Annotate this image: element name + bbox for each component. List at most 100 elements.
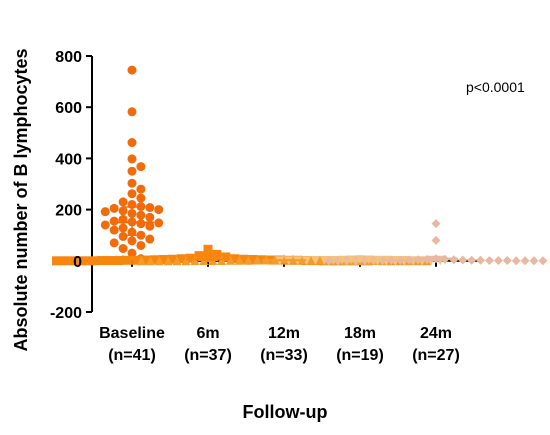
data-point xyxy=(114,256,124,266)
data-point xyxy=(118,223,128,233)
data-point xyxy=(538,256,548,266)
data-point xyxy=(136,184,146,194)
y-tick-label: 0 xyxy=(73,254,82,271)
data-point xyxy=(163,256,173,266)
data-point xyxy=(127,236,137,246)
data-point xyxy=(105,256,115,266)
data-point xyxy=(217,256,227,266)
data-point xyxy=(78,256,88,266)
y-tick-label: 600 xyxy=(55,100,82,117)
data-point xyxy=(145,234,155,244)
data-point xyxy=(136,240,146,250)
data-point xyxy=(386,255,396,265)
data-point xyxy=(422,255,432,265)
data-point xyxy=(96,256,106,266)
data-point xyxy=(306,255,316,265)
data-point xyxy=(221,252,231,262)
data-point xyxy=(324,256,334,266)
data-point xyxy=(154,256,164,266)
data-point xyxy=(167,254,177,264)
data-point xyxy=(109,225,119,235)
data-point xyxy=(256,255,266,265)
data-point xyxy=(212,249,222,259)
data-point xyxy=(154,205,164,215)
data-point xyxy=(181,256,191,266)
data-point xyxy=(226,255,236,265)
data-point xyxy=(476,255,486,265)
data-point xyxy=(127,178,137,188)
y-tick-label: 200 xyxy=(55,203,82,220)
data-point xyxy=(203,253,213,263)
data-point xyxy=(511,256,521,266)
data-point xyxy=(502,256,512,266)
data-point xyxy=(141,255,151,265)
data-point xyxy=(136,219,146,229)
data-point xyxy=(109,216,119,226)
data-point xyxy=(136,162,146,172)
y-tick-label: 800 xyxy=(55,49,82,66)
data-point xyxy=(109,238,119,248)
data-point xyxy=(176,254,186,264)
data-point xyxy=(136,210,146,220)
data-point xyxy=(158,255,168,265)
data-point xyxy=(127,138,137,148)
data-point xyxy=(172,256,182,266)
data-point xyxy=(136,193,146,203)
x-tick-label-n: (n=33) xyxy=(260,347,308,364)
data-point xyxy=(288,254,298,264)
data-point xyxy=(239,254,249,264)
data-point xyxy=(145,256,155,266)
data-point xyxy=(100,220,110,230)
data-point xyxy=(431,235,441,245)
x-axis-title: Follow-up xyxy=(243,402,328,422)
y-axis-title: Absolute number of B lymphocytes xyxy=(11,48,31,351)
tick-labels: -200 0 200 400 600 800 Baseline (n=41) 6m (n=37) 1… xyxy=(50,49,460,364)
data-point xyxy=(234,255,244,265)
mean-sem-bars xyxy=(110,206,458,262)
data-point xyxy=(203,244,213,254)
data-point xyxy=(493,256,503,266)
data-point xyxy=(132,255,142,265)
data-point xyxy=(230,254,240,264)
data-point xyxy=(87,256,97,266)
data-point xyxy=(118,244,128,254)
data-point xyxy=(127,65,137,75)
data-point xyxy=(118,197,128,207)
data-point xyxy=(127,154,137,164)
y-tick-label: 400 xyxy=(55,151,82,168)
data-point xyxy=(100,207,110,217)
data-point xyxy=(127,189,137,199)
data-point xyxy=(467,255,477,265)
data-point xyxy=(69,256,79,266)
data-point xyxy=(190,256,200,266)
data-point xyxy=(127,166,137,176)
data-point xyxy=(333,256,343,266)
data-point xyxy=(136,256,146,266)
data-point xyxy=(248,255,258,265)
data-point xyxy=(127,107,137,117)
y-tick-label: -200 xyxy=(50,305,82,322)
x-tick-label-n: (n=27) xyxy=(412,347,460,364)
data-point xyxy=(145,203,155,213)
data-point xyxy=(315,255,325,265)
data-point xyxy=(118,206,128,216)
x-tick-label: 18m xyxy=(344,325,376,342)
data-point xyxy=(404,255,414,265)
data-point xyxy=(449,255,459,265)
x-tick-label: 6m xyxy=(196,325,219,342)
data-point xyxy=(145,212,155,222)
x-tick-label: 12m xyxy=(268,325,300,342)
data-point xyxy=(118,231,128,241)
data-point xyxy=(310,256,320,266)
p-value-annotation: p<0.0001 xyxy=(466,79,525,95)
data-point xyxy=(431,219,441,229)
x-tick-label-n: (n=37) xyxy=(184,347,232,364)
data-point xyxy=(109,203,119,213)
data-point xyxy=(302,256,312,266)
data-point xyxy=(60,256,70,266)
data-point xyxy=(185,253,195,263)
data-point xyxy=(252,255,262,265)
data-point xyxy=(145,221,155,231)
